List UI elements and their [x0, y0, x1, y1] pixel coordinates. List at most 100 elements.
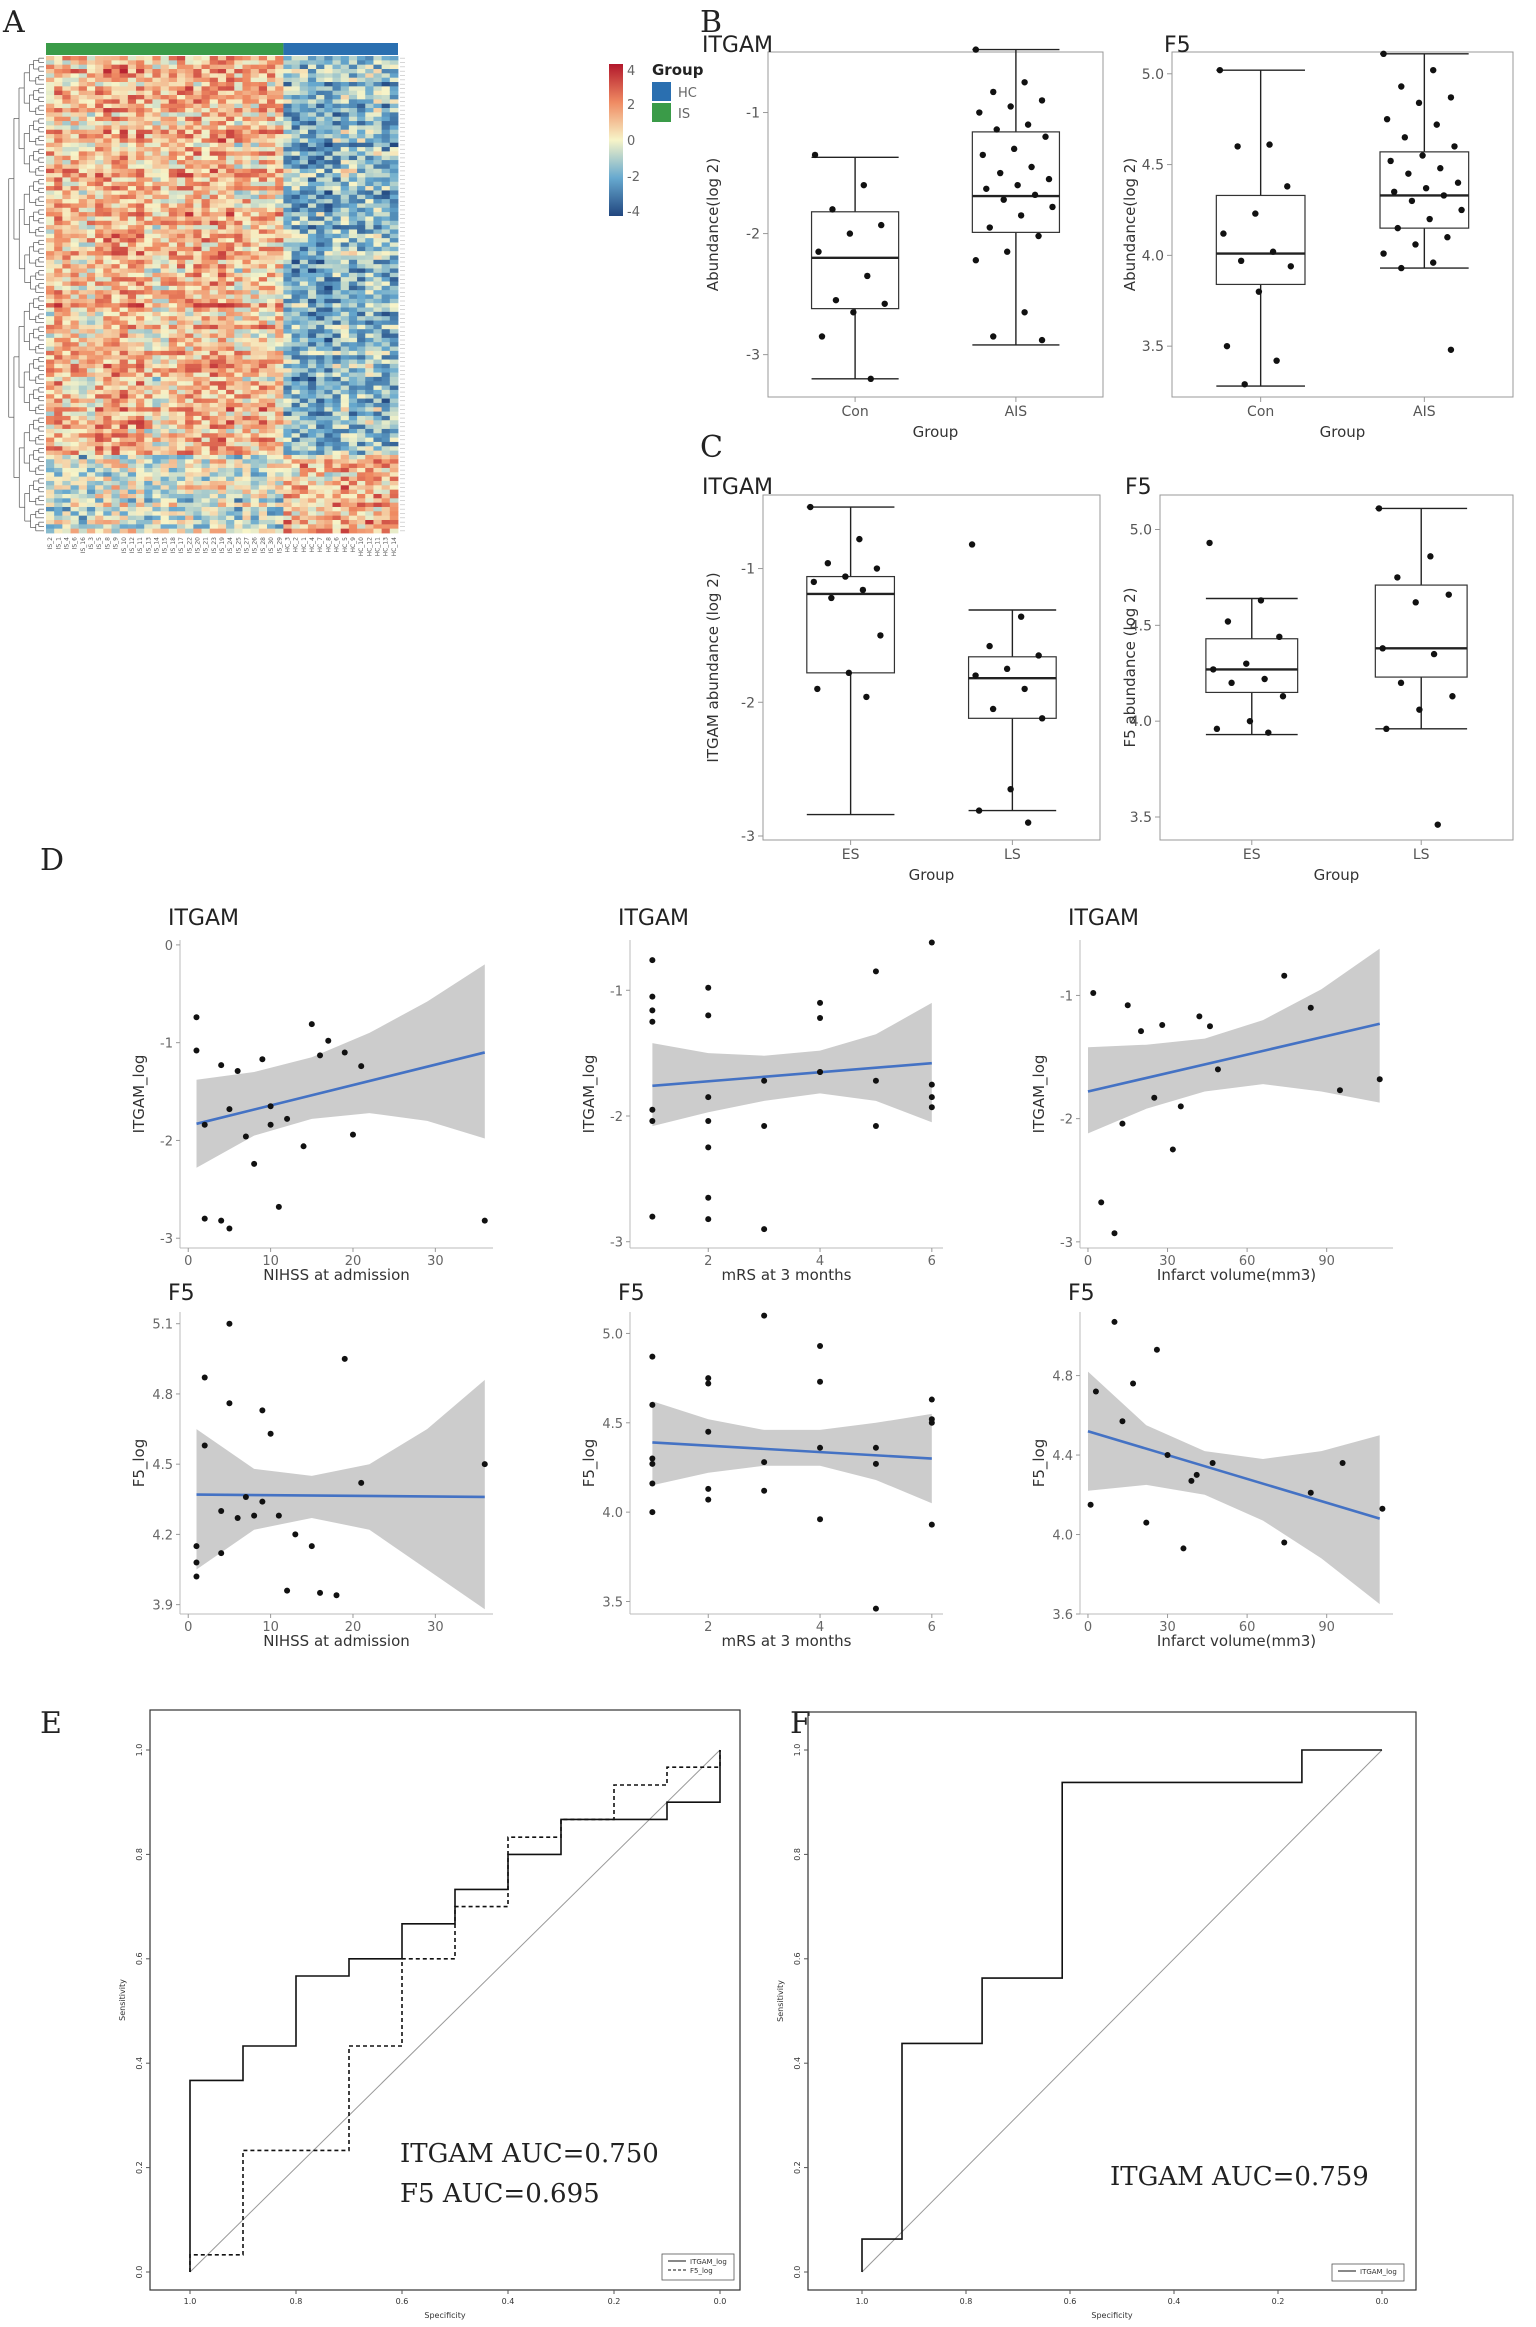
heatmap-cell	[250, 216, 260, 222]
heatmap-cell	[95, 307, 104, 313]
heatmap-cell	[250, 407, 260, 412]
heatmap-cell	[332, 324, 342, 330]
heatmap-cell	[168, 355, 178, 360]
heatmap-cell	[250, 264, 260, 269]
heatmap-cell	[307, 268, 317, 274]
heatmap-cell	[291, 433, 301, 438]
heatmap-cell	[119, 428, 129, 434]
heatmap-cell	[103, 255, 112, 261]
heatmap-cell	[111, 368, 121, 373]
heatmap-cell	[258, 524, 268, 530]
heatmap-cell	[283, 307, 292, 313]
heatmap-cell	[258, 99, 268, 105]
heatmap-cell	[127, 108, 137, 113]
heatmap-cell	[176, 428, 186, 434]
heatmap-cell	[357, 290, 366, 295]
heatmap-cell	[103, 99, 112, 105]
heatmap-cell	[340, 511, 350, 517]
heatmap-cell	[46, 147, 55, 152]
heatmap-cell	[299, 433, 309, 438]
heatmap-cell	[78, 77, 88, 83]
heatmap-cell	[103, 134, 112, 139]
heatmap-cell	[95, 251, 104, 256]
heatmap-cell	[365, 320, 374, 326]
heatmap-cell	[234, 125, 243, 131]
heatmap-cell	[381, 307, 391, 313]
heatmap-cell	[307, 363, 317, 369]
heatmap-cell	[357, 324, 366, 330]
heatmap-cell	[95, 511, 104, 517]
heatmap-cell	[62, 272, 71, 278]
heatmap-cell	[54, 82, 63, 87]
heatmap-cell	[242, 177, 252, 183]
heatmap-cell	[226, 229, 235, 235]
heatmap-cell	[283, 238, 292, 243]
heatmap-cell	[176, 459, 186, 465]
heatmap-cell	[70, 129, 80, 135]
heatmap-cell	[242, 307, 252, 313]
heatmap-cell	[348, 398, 358, 404]
heatmap-cell	[332, 194, 342, 200]
heatmap-cell	[381, 177, 391, 183]
heatmap-cell	[127, 368, 137, 373]
heatmap-cell	[136, 411, 145, 417]
heatmap-cell	[365, 238, 374, 243]
heatmap-cell	[119, 528, 129, 534]
heatmap-cell	[136, 498, 145, 504]
heatmap-cell	[226, 528, 235, 534]
heatmap-cell	[160, 220, 170, 226]
heatmap-cell	[144, 251, 153, 256]
heatmap-cell	[242, 251, 252, 256]
heatmap-cell	[307, 450, 317, 456]
heatmap-cell	[86, 90, 96, 96]
heatmap-cell	[307, 303, 317, 308]
heatmap-cell	[250, 480, 260, 486]
heatmap-cell	[299, 402, 309, 408]
heatmap-cell	[250, 350, 260, 356]
heatmap-cell	[242, 528, 252, 534]
heatmap-cell	[209, 251, 219, 256]
heatmap-cell	[62, 303, 71, 308]
heatmap-cell	[258, 337, 268, 343]
heatmap-cell	[234, 502, 243, 508]
heatmap-cell	[176, 207, 186, 213]
heatmap-cell	[307, 199, 317, 204]
heatmap-cell	[95, 519, 104, 525]
heatmap-cell	[152, 129, 162, 135]
heatmap-cell	[54, 467, 63, 473]
heatmap-cell	[70, 428, 80, 434]
heatmap-cell	[201, 173, 211, 178]
heatmap-cell	[348, 177, 358, 183]
heatmap-cell	[250, 333, 260, 339]
heatmap-cell	[365, 307, 374, 313]
heatmap-cell	[389, 90, 399, 96]
heatmap-cell	[54, 402, 63, 408]
heatmap-cell	[111, 463, 121, 469]
heatmap-cell	[267, 73, 276, 79]
heatmap-cell	[217, 524, 227, 530]
heatmap-cell	[209, 147, 219, 152]
heatmap-cell	[316, 108, 325, 113]
heatmap-cell	[357, 242, 366, 248]
heatmap-cell	[119, 125, 129, 131]
heatmap-cell	[193, 389, 202, 395]
heatmap-cell	[340, 64, 350, 70]
heatmap-cell	[78, 264, 88, 269]
heatmap-cell	[316, 459, 325, 465]
heatmap-cell	[54, 264, 63, 269]
heatmap-cell	[54, 381, 63, 386]
heatmap-cell	[144, 368, 153, 373]
heatmap-cell	[152, 463, 162, 469]
heatmap-cell	[234, 368, 243, 373]
heatmap-cell	[316, 511, 325, 517]
heatmap-cell	[209, 108, 219, 113]
heatmap-cell	[201, 60, 211, 66]
heatmap-cell	[324, 515, 333, 521]
heatmap-cell	[332, 415, 342, 421]
heatmap-cell	[226, 112, 235, 118]
heatmap-cell	[144, 264, 153, 269]
heatmap-cell	[226, 428, 235, 434]
heatmap-cell	[242, 272, 252, 278]
heatmap-cell	[185, 134, 194, 139]
heatmap-cell	[267, 524, 276, 530]
